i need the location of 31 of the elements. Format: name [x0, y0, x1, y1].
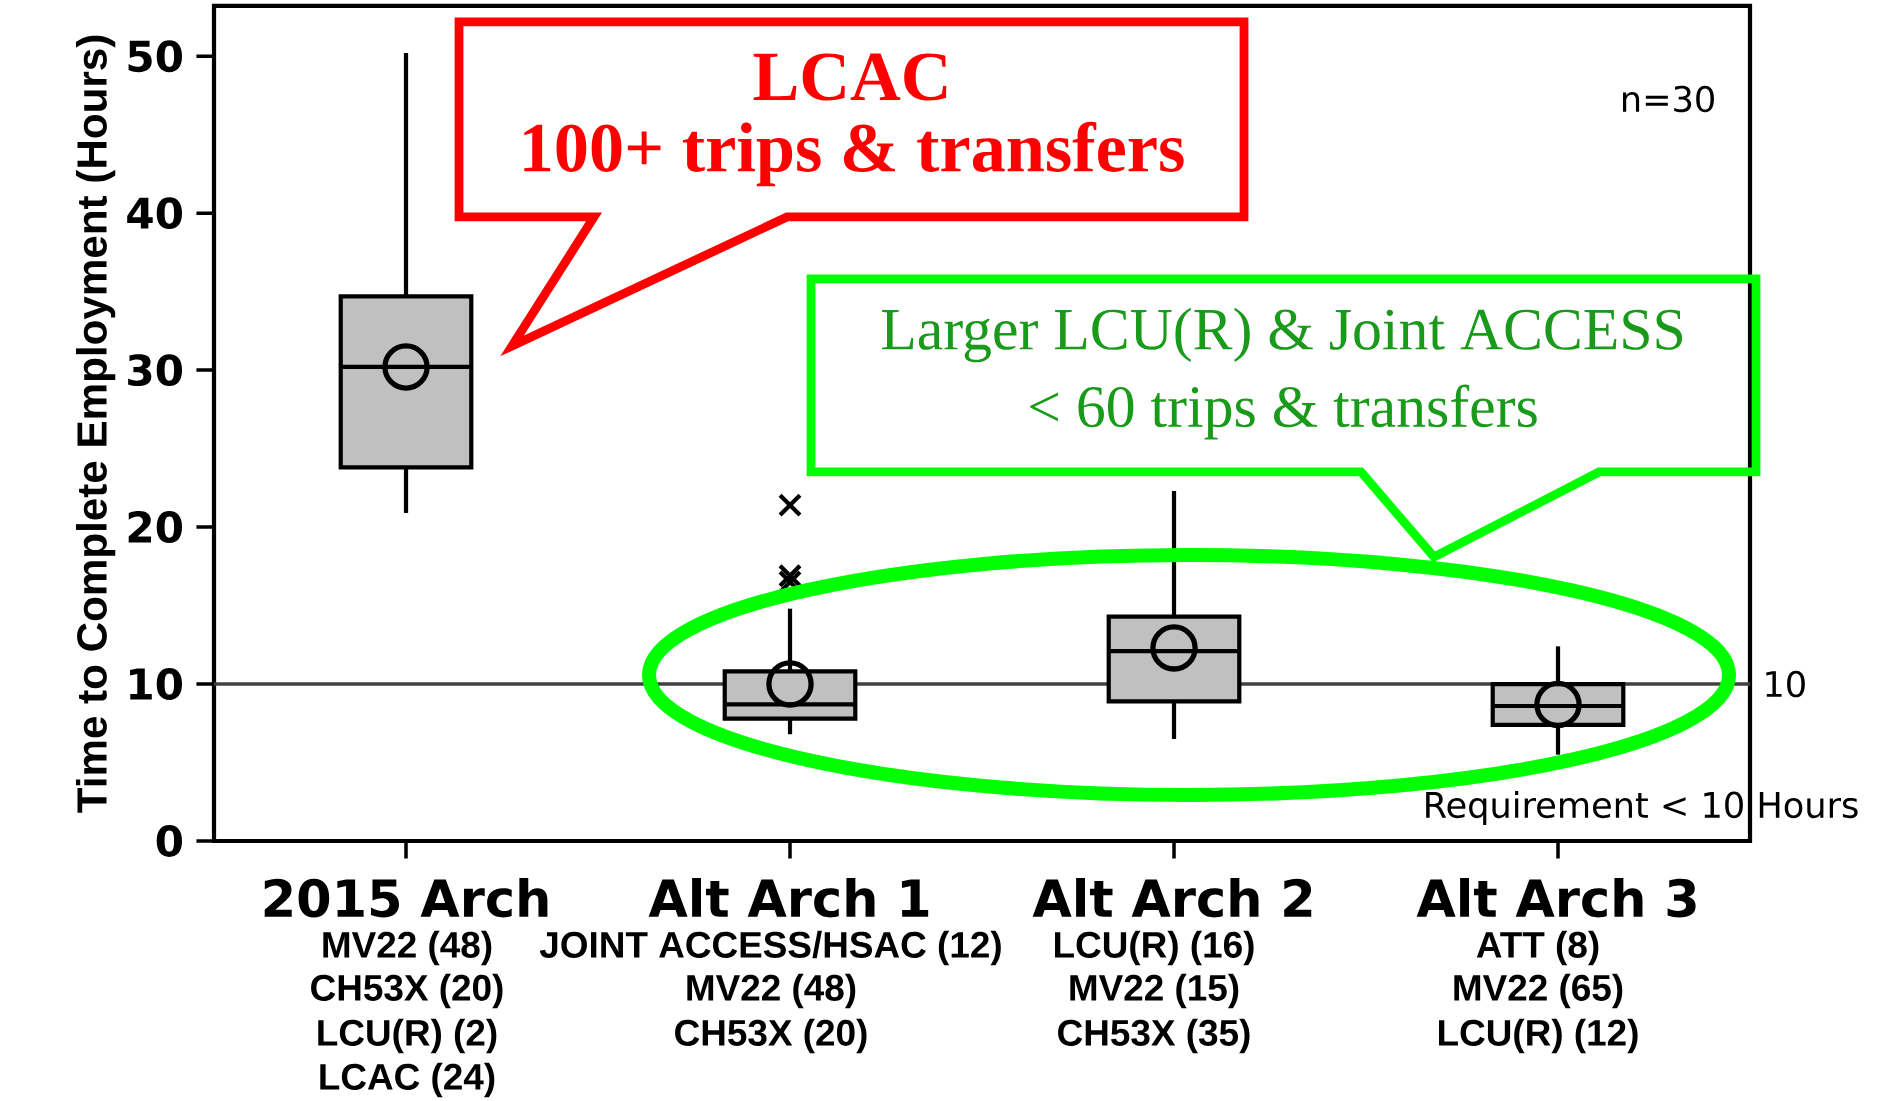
text: LCU(R) (16)	[1055, 930, 1254, 966]
text: CH53X (20)	[675, 1018, 867, 1054]
y-tick-label: 10	[130, 668, 183, 700]
annotation: Larger LCU(R) & Joint ACCESS	[881, 307, 1683, 363]
y-axis-title: Time to Complete Employment (Hours)	[75, 35, 116, 813]
annotation: < 60 trips & transfers	[1030, 384, 1537, 440]
y-tick-label: 30	[128, 354, 183, 387]
text: MV22 (48)	[687, 973, 856, 1009]
x-tick-label: Alt Arch 2	[1032, 877, 1312, 918]
text: LCU(R) (12)	[1439, 1018, 1638, 1054]
text: ATT (8)	[1476, 930, 1599, 966]
x-tick-label: Alt Arch 1	[648, 877, 929, 918]
text: LCU(R) (2)	[318, 1018, 497, 1054]
text: MV22 (15)	[1070, 973, 1239, 1009]
x-tick-label: 2015 Arch	[264, 877, 548, 918]
y-tick-label: 40	[127, 197, 183, 230]
y-tick-label: 0	[156, 825, 183, 857]
text: CH53X (35)	[1058, 1018, 1250, 1054]
y-tick-label: 50	[128, 40, 183, 73]
text: MV22 (48)	[323, 930, 492, 966]
annotation: LCAC	[753, 53, 947, 101]
text: CH53X (20)	[311, 973, 503, 1009]
annotation: Requirement < 10 Hours	[1426, 790, 1858, 826]
text: LCAC (24)	[320, 1062, 495, 1098]
annotation: 100+ trips & transfers	[524, 121, 1184, 187]
ref-line-label: 10	[1766, 670, 1805, 698]
y-tick-label: 20	[128, 511, 183, 544]
x-tick-label: Alt Arch 3	[1416, 877, 1696, 918]
annotation: n=30	[1623, 85, 1714, 113]
text: JOINT ACCESS/HSAC (12)	[539, 930, 1001, 966]
text: MV22 (65)	[1454, 973, 1623, 1009]
